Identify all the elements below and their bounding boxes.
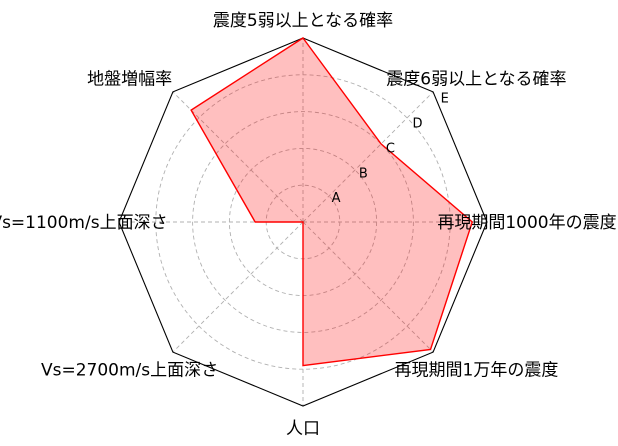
radial-tick-labels: A B C D E — [332, 92, 449, 206]
axis-label-0: 震度5弱以上となる確率 — [213, 11, 393, 31]
axis-label-5: Vs=2700m/s上面深さ — [41, 360, 218, 380]
tick-label-B: B — [359, 166, 368, 181]
axis-label-3: 再現期間1万年の震度 — [395, 360, 559, 380]
grid-ring-3 — [192, 111, 414, 333]
tick-label-C: C — [386, 141, 395, 156]
series-area-0 — [190, 37, 474, 367]
axis-label-2: 再現期間1000年の震度 — [437, 213, 616, 233]
axis-spoke — [172, 221, 304, 353]
tick-label-A: A — [332, 191, 341, 206]
radar-frame — [118, 37, 488, 407]
axis-spoke — [302, 91, 434, 223]
radar-outer-frame — [118, 37, 488, 407]
axis-label-6: Vs=1100m/s上面深さ — [0, 213, 168, 233]
axis-label-1: 震度6弱以上となる確率 — [386, 70, 566, 90]
axis-label-4: 人口 — [286, 419, 320, 439]
axis-spoke — [302, 221, 434, 353]
axis-label-7: 地盤増幅率 — [87, 70, 172, 90]
tick-label-D: D — [413, 117, 423, 132]
tick-label-E: E — [441, 92, 449, 107]
axis-spoke — [172, 91, 304, 223]
axis-labels: 震度5弱以上となる確率震度6弱以上となる確率再現期間1000年の震度再現期間1万… — [0, 11, 617, 439]
radar-series — [190, 37, 474, 367]
